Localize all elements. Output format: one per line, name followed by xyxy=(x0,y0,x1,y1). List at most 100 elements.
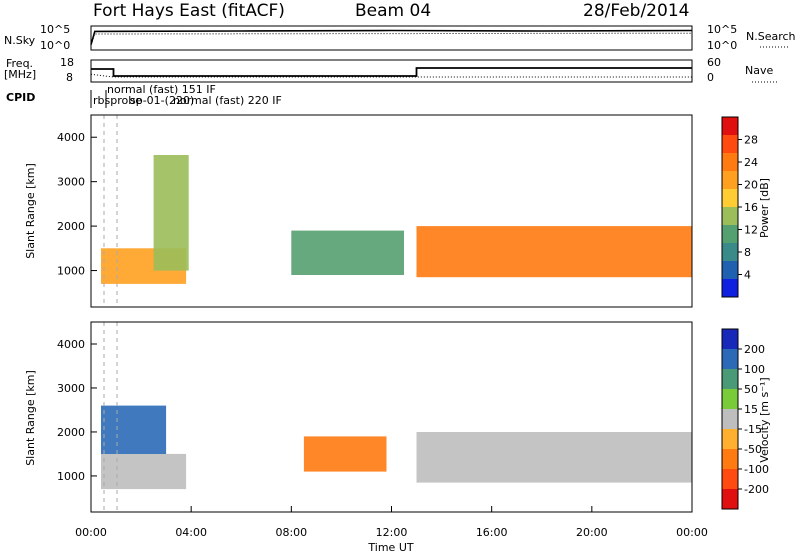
power-yticks-label-0: 1000 xyxy=(57,265,85,278)
frequency-frame xyxy=(90,59,693,83)
frequency-tick-bottom: 8 xyxy=(66,71,73,84)
vel-yticks-label-3: 4000 xyxy=(57,338,85,351)
vel-cb-ticks-label-4: 15 xyxy=(744,403,758,416)
vel-cb-ticks-label-0: -200 xyxy=(744,483,769,496)
nave-label: Nave xyxy=(745,64,773,77)
vel-cb-swatch-2 xyxy=(722,449,738,469)
velocity-colorbar-frame xyxy=(721,328,739,510)
power-cb-ticks-label-5: 24 xyxy=(744,156,758,169)
vel-cb-ticks-label-3: -15 xyxy=(744,423,762,436)
vel-cb-swatch-3 xyxy=(722,429,738,449)
vel-cells-region-2 xyxy=(303,436,387,472)
power-y-label: Slant Range [km] xyxy=(24,163,37,259)
power-cb-ticks-label-0: 4 xyxy=(744,269,751,282)
noise-frame xyxy=(90,25,693,51)
noise-right-label: N.Search xyxy=(746,30,796,43)
vel-cb-swatch-4 xyxy=(722,409,738,429)
cpid-text-1: normal (fast) 151 IF xyxy=(107,83,216,96)
x-tick-label-1: 04:00 xyxy=(175,526,207,539)
power-cb-swatch-6 xyxy=(722,171,738,189)
power-cells-region-3 xyxy=(416,226,692,278)
power-frame xyxy=(90,114,693,308)
cpid-panel: CPID normal (fast) 151 IF rbsprobe norma… xyxy=(6,83,282,108)
vel-yticks-label-1: 2000 xyxy=(57,426,85,439)
nave-tick-top: 60 xyxy=(707,56,721,69)
cpid-text-4: sp-01-(220) xyxy=(130,94,194,107)
noise-left-tick-bottom: 10^0 xyxy=(40,39,70,52)
x-axis-label: Time UT xyxy=(367,541,413,554)
frequency-line xyxy=(91,67,692,77)
velocity-colorbar-label: Velocity [m s⁻¹] xyxy=(758,377,771,462)
noise-right-tick-top: 10^5 xyxy=(707,23,737,36)
date-title: 28/Feb/2014 xyxy=(583,1,689,21)
vel-cb-swatch-8 xyxy=(722,329,738,349)
power-cb-ticks-label-6: 28 xyxy=(744,134,758,147)
cpid-label: CPID xyxy=(6,91,35,104)
velocity-cells xyxy=(101,405,692,490)
x-ticks: 00:00 04:00 08:00 12:00 16:00 20:00 00:00 xyxy=(75,506,708,539)
velocity-y-label: Slant Range [km] xyxy=(24,370,37,466)
vel-cells-region-1 xyxy=(101,405,167,454)
vel-cb-ticks-label-6: 100 xyxy=(744,363,765,376)
vel-yticks-label-2: 3000 xyxy=(57,382,85,395)
x-tick-label-0: 00:00 xyxy=(75,526,107,539)
noise-left-label: N.Sky xyxy=(4,34,36,47)
x-tick-label-6: 00:00 xyxy=(676,526,708,539)
x-tick-label-5: 20:00 xyxy=(576,526,608,539)
noise-panel: N.Sky 10^5 10^0 10^5 10^0 N.Search xyxy=(4,23,796,52)
vel-cb-swatch-7 xyxy=(722,349,738,369)
power-cb-ticks-label-4: 20 xyxy=(744,179,758,192)
power-cb-swatch-5 xyxy=(722,189,738,207)
station-title: Fort Hays East (fitACF) xyxy=(93,1,285,21)
power-cells xyxy=(101,155,692,284)
power-y-ticks: 1000 2000 3000 4000 xyxy=(57,131,97,278)
power-cb-swatch-0 xyxy=(722,279,738,297)
x-tick-label-2: 08:00 xyxy=(275,526,307,539)
vel-cb-swatch-5 xyxy=(722,389,738,409)
power-cb-swatch-1 xyxy=(722,261,738,279)
nave-tick-bottom: 0 xyxy=(707,71,714,84)
vel-cb-ticks-label-2: -50 xyxy=(744,443,762,456)
noise-left-tick-top: 10^5 xyxy=(40,23,70,36)
velocity-y-ticks: 1000 2000 3000 4000 xyxy=(57,338,97,483)
x-tick-label-3: 12:00 xyxy=(376,526,408,539)
power-colorbar: 4 8 12 16 20 24 28 Power [dB] xyxy=(721,116,771,298)
power-cb-swatch-2 xyxy=(722,243,738,261)
frequency-label: Freq. xyxy=(6,57,33,70)
noise-search-line xyxy=(90,32,693,45)
frequency-unit: [MHz] xyxy=(4,68,36,81)
noise-right-tick-bottom: 10^0 xyxy=(707,39,737,52)
noise-sky-line xyxy=(90,29,693,45)
power-cb-swatch-4 xyxy=(722,207,738,225)
frequency-tick-top: 18 xyxy=(60,56,74,69)
vel-cb-swatch-0 xyxy=(722,489,738,509)
power-yticks-label-1: 2000 xyxy=(57,220,85,233)
velocity-colorbar: -200 -100 -50 -15 15 50 100 200 Velocity [m s⁻¹… xyxy=(721,328,771,510)
x-tick-label-4: 16:00 xyxy=(476,526,508,539)
power-yticks-label-3: 4000 xyxy=(57,131,85,144)
cpid-text-2: rbsprobe xyxy=(93,94,142,107)
vel-cb-ticks-label-7: 200 xyxy=(744,343,765,356)
vel-cb-ticks-label-5: 50 xyxy=(744,383,758,396)
power-cells-region-2 xyxy=(291,230,404,275)
power-yticks-label-2: 3000 xyxy=(57,176,85,189)
power-cb-swatch-9 xyxy=(722,117,738,135)
nave-line xyxy=(90,73,692,78)
power-cb-swatch-3 xyxy=(722,225,738,243)
power-cb-ticks-label-2: 12 xyxy=(744,224,758,237)
cpid-text-3: normal (fast) 220 IF xyxy=(173,94,282,107)
power-cb-swatch-7 xyxy=(722,153,738,171)
frequency-panel: Freq. [MHz] 18 8 60 0 Nave xyxy=(4,56,778,84)
power-cb-ticks-label-3: 16 xyxy=(744,201,758,214)
power-panel: 1000 2000 3000 4000 Slant Range [km] xyxy=(24,114,693,308)
vel-cells-region-3 xyxy=(416,432,692,483)
vel-cells-region-0 xyxy=(101,453,187,490)
vel-cb-swatch-6 xyxy=(722,369,738,389)
vel-cb-swatch-1 xyxy=(722,469,738,489)
vel-yticks-label-0: 1000 xyxy=(57,470,85,483)
power-cells-region-1 xyxy=(153,155,189,271)
power-cb-ticks-label-1: 8 xyxy=(744,246,751,259)
power-cb-swatch-8 xyxy=(722,135,738,153)
